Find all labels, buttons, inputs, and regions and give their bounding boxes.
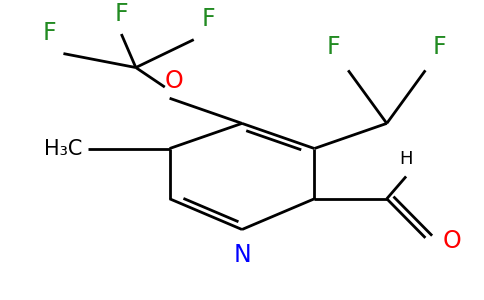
Text: H₃C: H₃C [45, 139, 83, 158]
Text: F: F [327, 35, 341, 59]
Text: N: N [233, 244, 251, 268]
Text: O: O [442, 229, 461, 253]
Text: F: F [201, 7, 215, 31]
Text: F: F [115, 2, 128, 26]
Text: F: F [42, 21, 56, 45]
Text: F: F [433, 35, 447, 59]
Text: H: H [399, 150, 413, 168]
Text: O: O [165, 69, 184, 93]
